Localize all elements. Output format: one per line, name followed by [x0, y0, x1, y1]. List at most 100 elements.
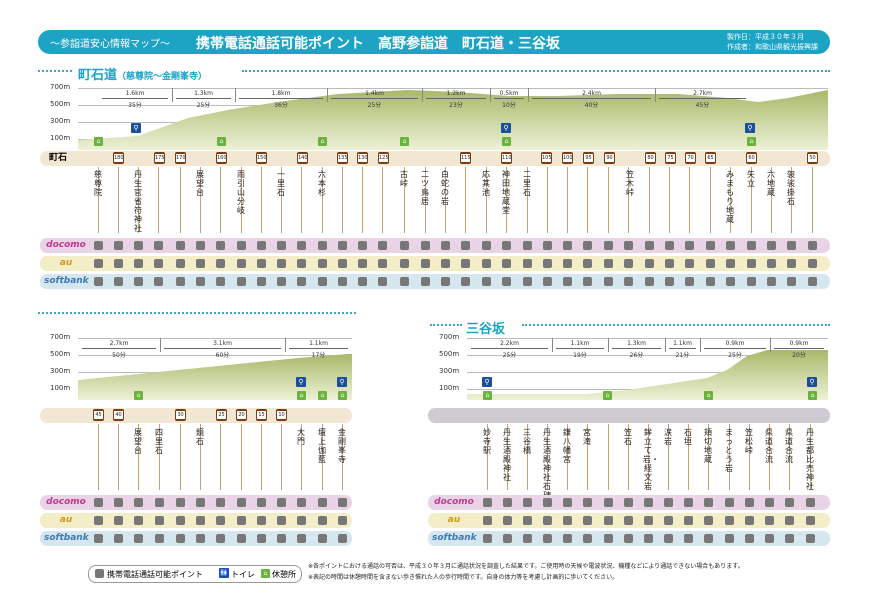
- altitude-label: 700m: [439, 333, 460, 341]
- phone-point-icon: [502, 259, 511, 268]
- place-name: 六本杉: [318, 170, 326, 197]
- marker-number: 40: [114, 411, 123, 419]
- phone-point-icon: [461, 277, 470, 286]
- phone-point-icon: [338, 498, 347, 507]
- phone-point-icon: [277, 534, 286, 543]
- choishi-marker-badge: 130: [357, 152, 368, 164]
- choishi-marker-badge: 40: [113, 409, 124, 421]
- phone-point-icon: [543, 534, 552, 543]
- guide-line: [362, 167, 363, 233]
- phone-point-icon: [765, 516, 774, 525]
- guide-line: [527, 167, 528, 233]
- toilet-icon: ⚲: [131, 123, 141, 133]
- segment-line: [102, 98, 168, 99]
- segment-time: 45分: [695, 102, 710, 109]
- phone-point-icon: [237, 277, 246, 286]
- phone-point-icon: [543, 241, 552, 250]
- phone-point-icon: [684, 534, 693, 543]
- segment-line: [669, 348, 696, 349]
- marker-lane-bar: [40, 408, 352, 423]
- choishi-marker-badge: 175: [154, 152, 165, 164]
- legend-toilet-label: トイレ: [231, 570, 255, 579]
- marker-number: 70: [686, 154, 695, 162]
- guide-line: [382, 167, 383, 233]
- guide-line: [220, 424, 221, 490]
- phone-point-icon: [461, 241, 470, 250]
- section2-divider: [38, 312, 356, 314]
- phone-point-icon: [134, 534, 143, 543]
- phone-point-icon: [704, 516, 713, 525]
- altitude-label: 100m: [439, 384, 460, 392]
- place-name: 応其池: [482, 170, 490, 197]
- phone-point-icon: [277, 516, 286, 525]
- place-name: 丹生酒殿神社石碑: [543, 428, 551, 500]
- toilet-icon: ⚲: [337, 377, 347, 387]
- altitude-label: 100m: [50, 134, 71, 142]
- place-name: 矢立: [747, 170, 755, 188]
- choishi-marker-badge: 125: [378, 152, 389, 164]
- grid-line: [78, 88, 828, 89]
- segment-time: 40分: [584, 102, 599, 109]
- phone-point-icon: [523, 498, 532, 507]
- phone-point-icon: [134, 498, 143, 507]
- guide-line: [200, 167, 201, 233]
- phone-point-icon: [358, 241, 367, 250]
- place-name: 鉾立て岩・経文岩: [643, 428, 659, 491]
- marker-number: 110: [502, 154, 512, 162]
- marker-number: 65: [706, 154, 715, 162]
- phone-point-icon: [338, 534, 347, 543]
- choishi-marker-badge: 25: [216, 409, 227, 421]
- guide-line: [810, 424, 811, 490]
- section3-divider-left: [430, 324, 462, 326]
- author: 作成者：和歌山県観光振興課: [727, 43, 818, 51]
- phone-point-icon: [645, 241, 654, 250]
- marker-number: 30: [176, 411, 185, 419]
- footnote-2: ※表記の時間は休憩時間を含まない歩き慣れた人の歩行時間です。自身の体力等を考慮し…: [308, 574, 619, 581]
- segment-time: 20分: [792, 352, 806, 359]
- phone-point-icon: [176, 498, 185, 507]
- phone-point-icon: [358, 259, 367, 268]
- marker-number: 90: [605, 154, 614, 162]
- phone-point-icon: [747, 259, 756, 268]
- phone-point-icon: [257, 241, 266, 250]
- phone-point-icon: [155, 516, 164, 525]
- guide-line: [506, 167, 507, 233]
- choishi-marker-badge: 15: [256, 409, 267, 421]
- place-name: 涙岩: [664, 428, 672, 446]
- phone-point-icon: [297, 277, 306, 286]
- place-name: 四里石: [155, 428, 163, 455]
- segment-distance: 2.2km: [500, 340, 519, 347]
- guide-line: [158, 167, 159, 233]
- phone-point-icon: [257, 516, 266, 525]
- segment-divider: [528, 88, 529, 102]
- choishi-marker-badge: 95: [583, 152, 594, 164]
- phone-point-icon: [95, 569, 104, 578]
- place-name: 笠松峠: [745, 428, 753, 455]
- phone-point-icon: [624, 516, 633, 525]
- place-name: 妙寺駅: [483, 428, 491, 455]
- segment-distance: 0.5km: [499, 90, 519, 97]
- phone-point-icon: [134, 516, 143, 525]
- guide-line: [138, 424, 139, 490]
- phone-point-icon: [725, 498, 734, 507]
- segment-line: [426, 98, 486, 99]
- place-name: 鏡石: [196, 428, 204, 446]
- toilet-icon: ⚲: [482, 377, 492, 387]
- phone-point-icon: [523, 241, 532, 250]
- rest-area-icon: ⌂: [808, 391, 817, 400]
- phone-point-icon: [604, 498, 613, 507]
- phone-point-icon: [400, 259, 409, 268]
- header-title: 携帯電話通話可能ポイント 高野参詣道 町石道・三谷坂: [196, 36, 560, 52]
- phone-point-icon: [318, 241, 327, 250]
- choishi-marker-badge: 20: [236, 409, 247, 421]
- segment-time: 21分: [675, 352, 690, 359]
- marker-number: 125: [379, 154, 389, 162]
- guide-line: [608, 167, 609, 233]
- phone-point-icon: [502, 277, 511, 286]
- marker-number: 80: [646, 154, 655, 162]
- guide-line: [241, 424, 242, 490]
- section1-title-sub: （慈尊院～金剛峯寺）: [117, 72, 208, 82]
- phone-point-icon: [297, 534, 306, 543]
- phone-point-icon: [808, 241, 817, 250]
- phone-point-icon: [257, 498, 266, 507]
